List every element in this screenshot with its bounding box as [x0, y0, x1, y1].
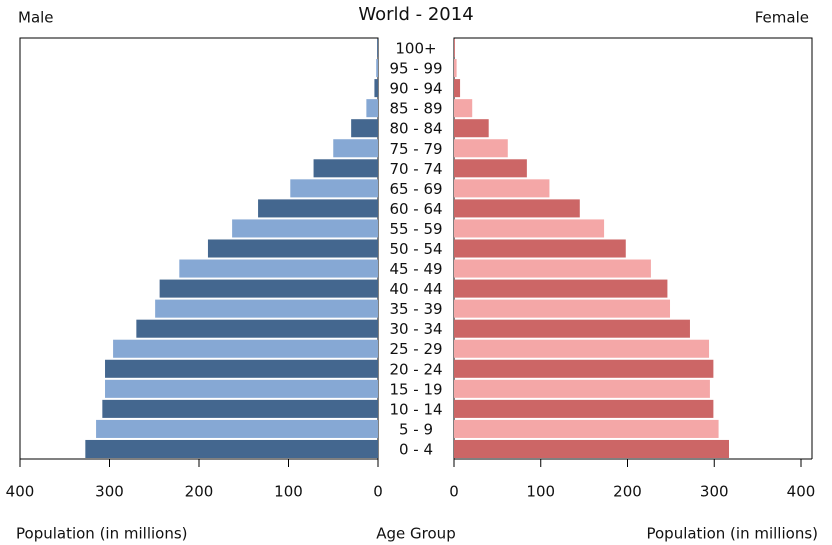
chart-title: World - 2014 [358, 4, 473, 25]
category-label: 5 - 9 [399, 420, 433, 438]
category-label: 15 - 19 [389, 380, 442, 398]
bar [454, 199, 580, 218]
bar [351, 119, 378, 138]
bar [454, 379, 710, 398]
bar [454, 399, 714, 418]
bar [454, 279, 668, 298]
right-panel-label: Female [755, 9, 809, 27]
x-tick-label: 0 [449, 483, 459, 501]
category-label: 60 - 64 [389, 200, 442, 218]
bar [454, 79, 461, 98]
bar [85, 439, 379, 458]
x-tick-label: 300 [700, 483, 729, 501]
x-tick-label: 200 [613, 483, 642, 501]
category-label: 65 - 69 [389, 180, 442, 198]
category-label: 25 - 29 [389, 340, 442, 358]
category-label: 70 - 74 [389, 160, 442, 178]
bar [454, 159, 527, 178]
category-label: 30 - 34 [389, 320, 442, 338]
category-label: 40 - 44 [389, 280, 442, 298]
category-axis-title: Age Group [376, 525, 455, 543]
category-label: 10 - 14 [389, 400, 442, 418]
bar [454, 139, 508, 158]
bar [105, 379, 379, 398]
bar [313, 159, 378, 178]
bar [454, 259, 651, 278]
category-label: 50 - 54 [389, 240, 442, 258]
bar [454, 339, 710, 358]
x-tick-label: 400 [6, 483, 35, 501]
bar [159, 279, 378, 298]
bar [454, 359, 714, 378]
x-tick-label: 100 [526, 483, 555, 501]
bar [454, 39, 455, 58]
bar [232, 219, 378, 238]
category-label: 0 - 4 [399, 440, 433, 458]
bar [290, 179, 378, 198]
bar [454, 439, 729, 458]
bar [102, 399, 378, 418]
bar [179, 259, 378, 278]
bar [366, 99, 378, 118]
bar [454, 219, 605, 238]
bar [454, 319, 690, 338]
bar [105, 359, 379, 378]
x-tick-label: 0 [373, 483, 383, 501]
bar [113, 339, 378, 358]
category-label: 80 - 84 [389, 120, 442, 138]
x-axis-title: Population (in millions) [16, 525, 188, 543]
x-tick-label: 300 [95, 483, 124, 501]
category-label: 85 - 89 [389, 100, 442, 118]
category-label: 55 - 59 [389, 220, 442, 238]
category-label: 35 - 39 [389, 300, 442, 318]
x-axis-title: Population (in millions) [646, 525, 818, 543]
bar [454, 419, 719, 438]
bar [207, 239, 378, 258]
x-tick-label: 100 [274, 483, 303, 501]
category-label: 95 - 99 [389, 60, 442, 78]
x-tick-label: 400 [787, 483, 816, 501]
bar [454, 99, 473, 118]
bar [377, 39, 378, 58]
category-label: 90 - 94 [389, 80, 442, 98]
bar [155, 299, 378, 318]
category-label: 20 - 24 [389, 360, 442, 378]
category-label: 75 - 79 [389, 140, 442, 158]
x-tick-label: 200 [185, 483, 214, 501]
bar [454, 179, 550, 198]
left-panel-label: Male [18, 9, 54, 27]
bar [454, 59, 457, 78]
bar [136, 319, 378, 338]
bar [454, 119, 489, 138]
bar [454, 299, 671, 318]
bar [376, 59, 378, 78]
bar [96, 419, 378, 438]
category-label: 100+ [395, 40, 436, 58]
bar [374, 79, 378, 98]
category-label: 45 - 49 [389, 260, 442, 278]
bar [258, 199, 378, 218]
bar [454, 239, 626, 258]
bar [333, 139, 378, 158]
